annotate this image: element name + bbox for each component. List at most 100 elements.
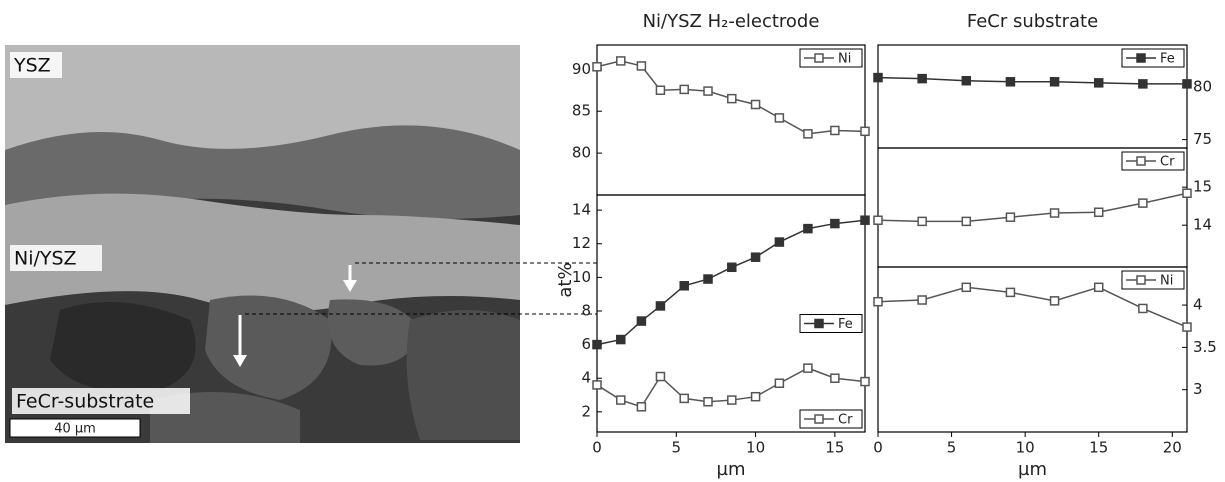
data-point <box>1182 188 1192 198</box>
y-tick-label: 90 <box>572 60 591 78</box>
data-point <box>1049 208 1060 218</box>
data-point <box>873 296 883 307</box>
data-point <box>703 396 713 407</box>
data-point <box>830 218 840 229</box>
data-point <box>1093 207 1104 218</box>
chart-title: FeCr substrate <box>967 11 1098 32</box>
data-point <box>917 73 927 84</box>
y-tick-label: 4 <box>1193 296 1203 314</box>
series-line <box>877 76 1187 85</box>
data-point <box>592 380 602 390</box>
legend-marker <box>1136 53 1146 63</box>
legend-label: Fe <box>838 317 853 332</box>
layer-label: Ni/YSZ <box>14 248 77 270</box>
data-point <box>636 61 647 71</box>
data-point <box>655 301 666 311</box>
data-point <box>1182 79 1192 89</box>
legend-marker <box>814 318 824 329</box>
data-point <box>703 86 713 96</box>
y-tick-label: 2 <box>581 402 591 420</box>
data-point <box>1049 296 1060 306</box>
y-tick-label: 85 <box>572 102 591 120</box>
layer-label: FeCr-substrate <box>16 391 154 413</box>
data-point <box>774 378 785 389</box>
data-point <box>1138 79 1148 89</box>
y-tick-label: 3 <box>1193 380 1203 398</box>
x-tick-label: 15 <box>1089 439 1108 457</box>
y-tick-label: 6 <box>581 335 591 353</box>
data-point <box>727 93 737 104</box>
y-tick-label: 15 <box>1193 178 1212 196</box>
panel-frame <box>877 266 1188 433</box>
series-line <box>877 286 1188 328</box>
legend-marker <box>1136 156 1146 166</box>
chart-title: Ni/YSZ H₂-electrode <box>643 11 820 32</box>
y-tick-label: 10 <box>572 268 591 286</box>
legend-label: Cr <box>1160 155 1175 170</box>
data-point <box>750 99 761 110</box>
data-point <box>830 125 840 136</box>
data-point <box>750 252 761 262</box>
data-point <box>917 295 927 305</box>
data-point <box>679 393 689 404</box>
data-point <box>803 223 813 234</box>
y-tick-label: 80 <box>572 144 591 162</box>
legend-marker <box>814 53 824 63</box>
data-point <box>1005 77 1016 87</box>
data-point <box>873 215 883 225</box>
data-point <box>679 281 689 291</box>
data-point <box>803 363 813 373</box>
data-point <box>655 371 666 382</box>
data-point <box>616 56 626 66</box>
data-point <box>803 129 813 139</box>
data-point <box>750 391 761 402</box>
data-point <box>636 316 647 326</box>
data-point <box>592 62 602 72</box>
y-tick-label: 12 <box>572 234 591 252</box>
data-point <box>830 373 840 383</box>
y-axis-label: at% <box>555 262 576 297</box>
y-tick-label: 8 <box>581 301 591 319</box>
x-tick-label: 0 <box>873 439 883 457</box>
data-point <box>1005 287 1016 298</box>
data-point <box>1093 78 1104 88</box>
data-point <box>917 216 927 227</box>
x-tick-label: 10 <box>746 439 765 457</box>
data-point <box>860 126 870 137</box>
x-axis-label: µm <box>1018 459 1047 480</box>
x-tick-label: 10 <box>1016 439 1035 457</box>
y-tick-label: 4 <box>581 369 591 387</box>
legend-label: Fe <box>1160 52 1175 67</box>
x-tick-label: 15 <box>825 439 844 457</box>
layer-label: YSZ <box>13 55 51 77</box>
legend-label: Cr <box>838 413 853 428</box>
legend-label: Ni <box>1160 274 1173 289</box>
x-axis-label: µm <box>717 459 746 480</box>
data-point <box>1138 198 1148 208</box>
x-tick-label: 20 <box>1163 439 1182 457</box>
data-point <box>774 237 785 247</box>
data-point <box>616 334 626 345</box>
data-point <box>873 72 883 83</box>
data-point <box>727 395 737 405</box>
data-point <box>1005 212 1016 222</box>
data-point <box>636 402 647 412</box>
data-point <box>860 376 870 387</box>
y-tick-label: 3.5 <box>1193 338 1217 356</box>
data-point <box>961 282 972 293</box>
data-point <box>1138 303 1148 314</box>
legend-marker <box>1136 275 1146 285</box>
data-point <box>616 395 626 405</box>
x-tick-label: 0 <box>592 439 602 457</box>
data-point <box>1049 77 1060 87</box>
x-tick-label: 5 <box>947 439 957 457</box>
y-tick-label: 14 <box>1193 216 1212 234</box>
legend-label: Ni <box>838 52 851 67</box>
data-point <box>592 339 602 350</box>
data-point <box>703 274 713 284</box>
micrograph: YSZ Ni/YSZ FeCr-substrate 40 µm <box>5 45 520 443</box>
data-point <box>655 85 666 96</box>
data-point <box>774 113 785 123</box>
data-point <box>1093 282 1104 293</box>
